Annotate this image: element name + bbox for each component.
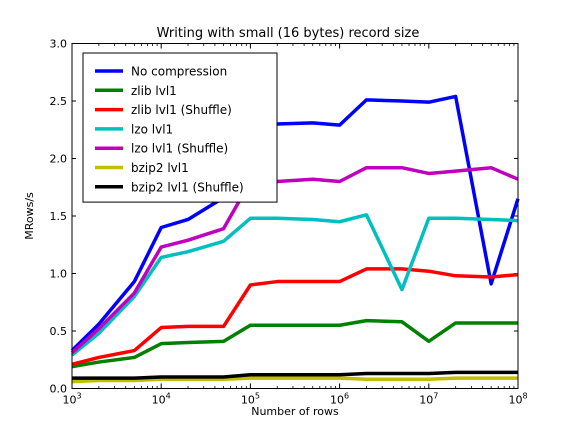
y-tick-label: 2.5 [50,95,68,108]
legend-label-4: lzo lvl1 (Shuffle) [131,142,228,156]
y-axis-title: MRows/s [23,192,36,240]
x-tick-label: 103 [62,392,81,407]
x-tick-label: 108 [508,392,527,407]
legend-label-1: zlib lvl1 [131,84,177,98]
y-tick-label: 1.0 [50,268,68,281]
legend-label-2: zlib lvl1 (Shuffle) [131,103,232,117]
y-tick-label: 0.5 [50,325,68,338]
legend-label-0: No compression [131,65,227,79]
series-line-1 [72,321,518,367]
y-tick-label: 3.0 [50,38,68,51]
chart-title: Writing with small (16 bytes) record siz… [157,26,420,41]
x-tick-label: 107 [419,392,438,407]
y-tick-label: 1.5 [50,210,68,223]
legend: No compression zlib lvl1 zlib lvl1 (Shuffl… [83,53,277,202]
legend-label-5: bzip2 lvl1 [131,161,189,175]
x-tick-label: 104 [152,392,171,407]
legend-label-6: bzip2 lvl1 (Shuffle) [131,180,244,194]
x-axis-title: Number of rows [251,405,339,418]
y-tick-label: 2.0 [50,153,68,166]
legend-label-3: lzo lvl1 [131,122,173,136]
